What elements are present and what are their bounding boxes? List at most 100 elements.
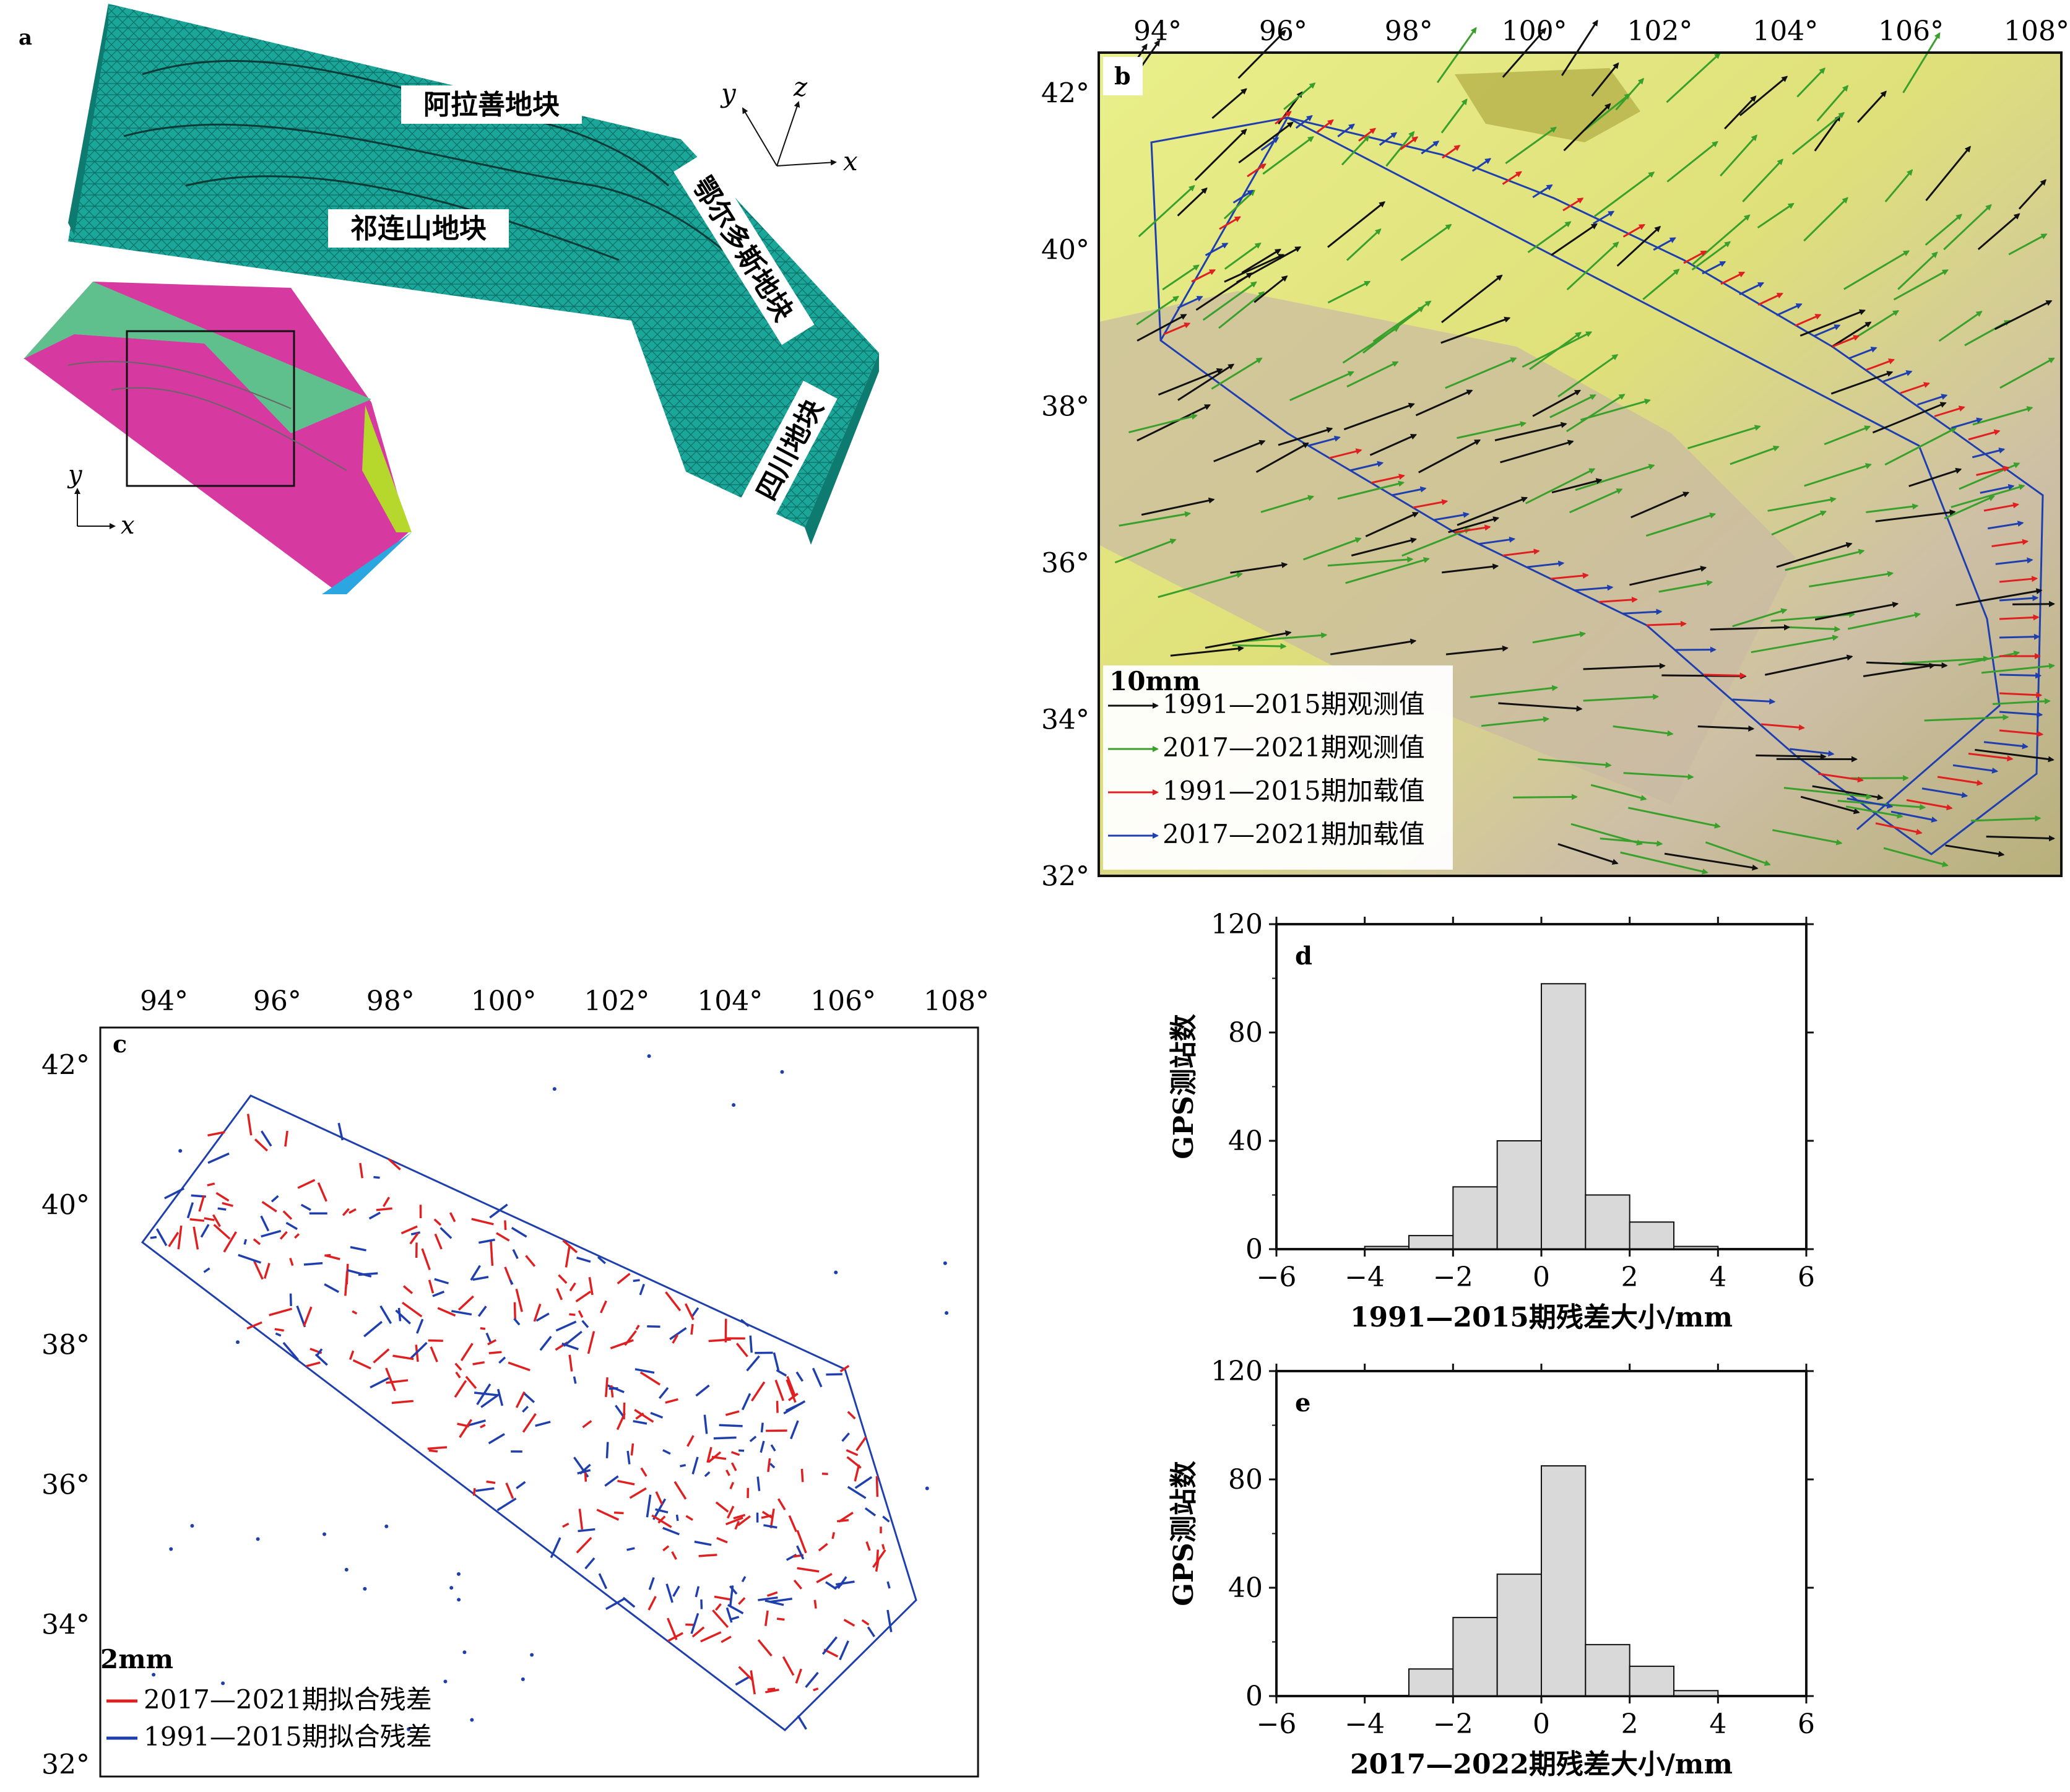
- y-tick-label: 40: [1228, 1572, 1263, 1604]
- y-axis-label: GPS测站数: [1168, 1014, 1200, 1159]
- panel-letter: e: [1295, 1388, 1310, 1418]
- x-tick-label: −6: [1257, 1262, 1297, 1293]
- legend-c-label: 2017—2021期拟合残差: [144, 1684, 432, 1715]
- residual-vector: [714, 1437, 737, 1438]
- x-tick-label: −6: [1257, 1708, 1297, 1740]
- y-tick-label: 0: [1245, 1234, 1263, 1265]
- inset-model: x y: [24, 282, 412, 594]
- legend-b-label: 1991—2015期加载值: [1163, 776, 1425, 806]
- lon-tick-label: 102°: [584, 985, 649, 1017]
- x-tick-label: 6: [1798, 1708, 1815, 1740]
- y-tick-label: 40: [1228, 1125, 1263, 1157]
- residual-vector: [428, 1447, 447, 1448]
- model-arrow: [1704, 675, 1745, 676]
- residual-vector: [833, 1532, 834, 1539]
- residual-dot: [457, 1572, 461, 1576]
- panel-a: a 阿拉善地块 祁连山地块 鄂尔多斯地块 四川地块 x: [19, 4, 879, 594]
- lat-tick-label: 36°: [41, 1469, 90, 1500]
- lat-tick-label: 32°: [1041, 860, 1089, 892]
- lat-tick-label: 32°: [41, 1749, 90, 1780]
- lon-tick-label: 104°: [697, 985, 763, 1017]
- residual-dot: [323, 1532, 326, 1536]
- residual-dot: [943, 1262, 947, 1265]
- residual-vector: [691, 1324, 693, 1335]
- svg-text:x: x: [843, 146, 858, 176]
- legend-b: 10mm 1991—2015期观测值2017—2021期观测值1991—2015…: [1103, 665, 1453, 870]
- panel-c-letter: c: [113, 1030, 127, 1058]
- residual-vector: [373, 1177, 379, 1178]
- residual-vector: [758, 1477, 759, 1491]
- lat-tick-label: 42°: [41, 1049, 90, 1081]
- lat-tick-label: 42°: [1041, 77, 1089, 109]
- residual-vector: [347, 1264, 348, 1284]
- residual-vector: [505, 1220, 506, 1230]
- residual-vector: [631, 1444, 633, 1455]
- residual-vector: [275, 1329, 284, 1330]
- legend-c-label: 1991—2015期拟合残差: [144, 1721, 432, 1752]
- legend-b-label: 2017—2021期加载值: [1163, 819, 1425, 849]
- residual-vector: [612, 1385, 613, 1397]
- lon-tick-label: 94°: [140, 985, 188, 1017]
- lon-tick-label: 106°: [1878, 15, 1944, 47]
- lon-tick-label: 108°: [2004, 15, 2069, 47]
- x-tick-label: −2: [1433, 1262, 1473, 1293]
- lon-tick-label: 98°: [1385, 15, 1433, 47]
- residual-vector: [291, 1294, 292, 1306]
- residual-vector: [815, 1600, 816, 1609]
- y-tick-label: 0: [1245, 1681, 1263, 1712]
- lat-tick-label: 34°: [1041, 704, 1089, 735]
- residual-vector: [304, 1263, 323, 1265]
- lon-tick-label: 94°: [1133, 15, 1182, 47]
- b-lat-ticks: 42°40°38°36°34°32°: [1041, 77, 1089, 892]
- axes-3d: x z y: [720, 72, 858, 176]
- residual-vector: [677, 1515, 678, 1521]
- lat-tick-label: 40°: [1041, 234, 1089, 266]
- residual-dot: [834, 1271, 838, 1275]
- y-tick-label: 80: [1228, 1017, 1263, 1049]
- residual-dot: [530, 1653, 534, 1657]
- x-tick-label: 0: [1533, 1262, 1550, 1293]
- histogram-bar: [1497, 1574, 1541, 1696]
- x-tick-label: 0: [1533, 1708, 1550, 1740]
- residual-vector: [699, 1555, 717, 1556]
- histogram-bar: [1541, 984, 1585, 1249]
- residual-dot: [178, 1149, 182, 1153]
- residual-vector: [738, 1450, 744, 1451]
- residual-dot: [384, 1525, 388, 1528]
- lat-tick-label: 38°: [41, 1329, 90, 1361]
- histogram-bar: [1585, 1645, 1629, 1696]
- velocity-arrow: [2012, 604, 2054, 605]
- residual-vector: [569, 1314, 575, 1315]
- residual-vector: [633, 1280, 640, 1281]
- histogram-bar: [1453, 1187, 1497, 1249]
- x-axis-label: 2017—2022期残差大小/mm: [1350, 1749, 1733, 1780]
- legend-b-label: 1991—2015期观测值: [1163, 689, 1425, 719]
- residual-vector: [606, 1377, 607, 1397]
- lat-tick-label: 40°: [41, 1189, 90, 1221]
- model-arrow: [1999, 675, 2040, 676]
- x-axis-label: 1991—2015期残差大小/mm: [1350, 1302, 1733, 1333]
- residual-dot: [925, 1486, 929, 1490]
- lon-tick-label: 100°: [471, 985, 537, 1017]
- residual-dot: [236, 1340, 240, 1344]
- histogram-bar: [1409, 1669, 1453, 1696]
- x-tick-label: −4: [1345, 1708, 1385, 1740]
- svg-text:阿拉善地块: 阿拉善地块: [423, 89, 560, 121]
- residual-vector: [487, 1481, 496, 1483]
- svg-text:祁连山地块: 祁连山地块: [350, 213, 487, 245]
- lon-tick-label: 102°: [1627, 15, 1692, 47]
- label-alxa: 阿拉善地块: [401, 85, 582, 124]
- residual-dot: [190, 1524, 194, 1528]
- b-lon-ticks: 94°96°98°100°102°104°106°108°: [1133, 15, 2069, 47]
- x-tick-label: 4: [1709, 1262, 1726, 1293]
- residual-vector: [489, 1352, 502, 1353]
- residual-vector: [245, 1239, 246, 1244]
- residual-vector: [750, 1336, 751, 1353]
- lon-tick-label: 100°: [1502, 15, 1567, 47]
- histogram-bar: [1453, 1617, 1497, 1696]
- residual-vector: [719, 1425, 743, 1426]
- x-tick-label: 6: [1798, 1262, 1815, 1293]
- lon-tick-label: 108°: [924, 985, 989, 1017]
